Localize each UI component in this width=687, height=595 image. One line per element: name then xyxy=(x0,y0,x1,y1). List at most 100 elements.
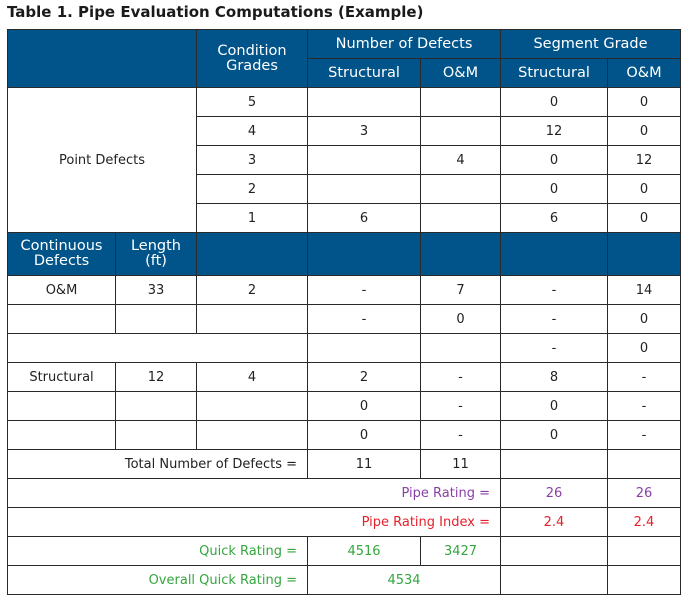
pipe-rating-structural: 26 xyxy=(500,478,608,508)
num-om-cell: - xyxy=(420,420,501,450)
grade-cell xyxy=(196,304,308,334)
point-defect-row: Point Defects 5 0 0 xyxy=(7,87,682,233)
length-cell: 33 xyxy=(115,275,197,305)
seg-structural-cell: 0 xyxy=(500,174,608,204)
pipe-rating-index-structural: 2.4 xyxy=(500,507,608,537)
header-length-ft: Length (ft) xyxy=(115,232,197,276)
seg-structural-cell: 0 xyxy=(500,87,608,117)
grade-cell xyxy=(196,391,308,421)
seg-om-cell: - xyxy=(606,362,682,392)
defect-type-cell xyxy=(7,304,116,334)
seg-om-cell: - xyxy=(606,420,682,450)
header-segment-grade: Segment Grade xyxy=(499,29,682,59)
continuous-defect-row: O&M 33 2 - 7 - 14 xyxy=(7,275,682,305)
pipe-rating-index-om: 2.4 xyxy=(606,507,682,537)
seg-om-cell: 12 xyxy=(606,145,682,175)
defect-type-cell: O&M xyxy=(7,275,116,305)
header-blank xyxy=(196,232,308,276)
num-structural-cell: 3 xyxy=(307,116,421,146)
num-structural-cell: - xyxy=(307,275,421,305)
header-number-of-defects: Number of Defects xyxy=(307,29,501,59)
num-structural-cell xyxy=(307,333,421,363)
seg-om-cell: 0 xyxy=(606,304,682,334)
continuous-defect-row: 0 - 0 - xyxy=(7,420,682,450)
seg-om-cell: 14 xyxy=(606,275,682,305)
num-om-cell xyxy=(420,116,501,146)
length-cell: 12 xyxy=(115,362,197,392)
header-seg-structural: Structural xyxy=(500,58,608,88)
point-defect-row: 2 0 0 xyxy=(8,174,682,204)
blank-cell xyxy=(500,449,608,479)
seg-om-cell: 0 xyxy=(606,333,682,363)
overall-quick-rating-row: Overall Quick Rating = 4534 xyxy=(7,565,682,595)
num-structural-cell: 0 xyxy=(307,420,421,450)
continuous-header-row: Continuous Defects Length (ft) xyxy=(7,232,682,276)
pipe-rating-label: Pipe Rating = xyxy=(7,478,501,508)
num-om-cell: 7 xyxy=(420,275,501,305)
seg-structural-cell: - xyxy=(500,333,608,363)
point-defect-row: 1 6 6 0 xyxy=(8,203,682,233)
continuous-defect-row: Structural 12 4 2 - 8 - xyxy=(7,362,682,392)
blank-cell xyxy=(606,536,682,566)
num-structural-cell: 0 xyxy=(307,391,421,421)
num-structural-cell: - xyxy=(307,304,421,334)
seg-structural-cell: 0 xyxy=(500,391,608,421)
header-blank xyxy=(500,232,608,276)
continuous-defect-row: - 0 - 0 xyxy=(7,304,682,334)
num-om-cell: - xyxy=(420,391,501,421)
quick-rating-structural: 4516 xyxy=(307,536,421,566)
table-title: Table 1. Pipe Evaluation Computations (E… xyxy=(7,3,424,21)
blank-cell xyxy=(500,536,608,566)
num-om-cell: 0 xyxy=(420,304,501,334)
header-row-2: Structural O&M Structural O&M xyxy=(8,58,682,88)
grade-cell: 2 xyxy=(196,174,308,204)
overall-quick-rating-label: Overall Quick Rating = xyxy=(7,565,308,595)
num-om-cell xyxy=(420,203,501,233)
num-structural-cell: 6 xyxy=(307,203,421,233)
header-num-structural: Structural xyxy=(307,58,421,88)
continuous-defect-row: - 0 xyxy=(7,333,682,363)
seg-structural-cell: 12 xyxy=(500,116,608,146)
defect-type-cell xyxy=(7,420,116,450)
grade-cell: 4 xyxy=(196,116,308,146)
defect-type-cell: Structural xyxy=(7,362,116,392)
num-om-cell: 4 xyxy=(420,145,501,175)
header-blank xyxy=(606,232,682,276)
total-defects-row: Total Number of Defects = 11 11 xyxy=(7,449,682,479)
seg-structural-cell: - xyxy=(500,275,608,305)
header-blank xyxy=(420,232,501,276)
grade-cell: 4 xyxy=(196,362,308,392)
defect-type-cell xyxy=(7,391,116,421)
quick-rating-label: Quick Rating = xyxy=(7,536,308,566)
num-structural-cell xyxy=(307,145,421,175)
blank-merged-cell xyxy=(7,333,308,363)
grade-cell: 2 xyxy=(196,275,308,305)
num-structural-cell xyxy=(307,87,421,117)
pipe-rating-index-label: Pipe Rating Index = xyxy=(7,507,501,537)
total-structural-cell: 11 xyxy=(307,449,421,479)
seg-om-cell: 0 xyxy=(606,174,682,204)
seg-structural-cell: 0 xyxy=(500,145,608,175)
total-defects-label: Total Number of Defects = xyxy=(7,449,308,479)
blank-cell xyxy=(500,565,608,595)
header-blank xyxy=(307,232,421,276)
seg-structural-cell: 6 xyxy=(500,203,608,233)
seg-om-cell: - xyxy=(606,391,682,421)
quick-rating-om: 3427 xyxy=(420,536,501,566)
header-num-om: O&M xyxy=(420,58,501,88)
seg-structural-cell: 8 xyxy=(500,362,608,392)
length-cell xyxy=(115,420,197,450)
pipe-evaluation-table: Condition Grades Number of Defects Segme… xyxy=(7,29,682,595)
seg-om-cell: 0 xyxy=(606,116,682,146)
length-cell xyxy=(115,304,197,334)
blank-cell xyxy=(606,449,682,479)
num-structural-cell: 2 xyxy=(307,362,421,392)
grade-cell: 3 xyxy=(196,145,308,175)
overall-quick-rating-value: 4534 xyxy=(307,565,501,595)
total-om-cell: 11 xyxy=(420,449,501,479)
header-continuous-defects: Continuous Defects xyxy=(7,232,116,276)
pipe-rating-index-row: Pipe Rating Index = 2.4 2.4 xyxy=(7,507,682,537)
quick-rating-row: Quick Rating = 4516 3427 xyxy=(7,536,682,566)
header-blank xyxy=(7,29,197,88)
seg-om-cell: 0 xyxy=(606,203,682,233)
